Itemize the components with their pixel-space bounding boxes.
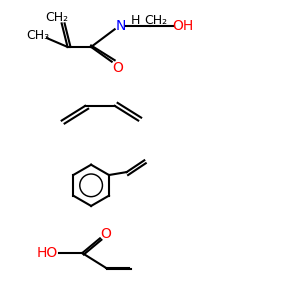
Text: N: N [116,19,126,33]
Text: O: O [100,227,111,241]
Text: CH₃: CH₃ [26,29,50,42]
Text: HO: HO [36,246,58,260]
Text: CH₂: CH₂ [144,14,167,27]
Text: OH: OH [172,19,193,33]
Text: O: O [112,61,123,75]
Text: CH₂: CH₂ [46,11,69,24]
Text: H: H [130,14,140,27]
